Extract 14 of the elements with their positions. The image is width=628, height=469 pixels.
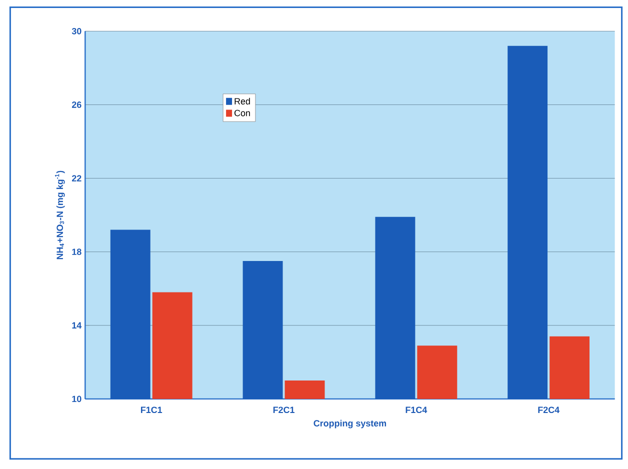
x-tick-label: F1C4 xyxy=(406,406,428,414)
y-tick-label: 18 xyxy=(72,248,82,255)
y-tick-label: 14 xyxy=(72,322,82,328)
y-tick-label: 26 xyxy=(72,102,82,108)
y-axis-title: NH$_{4}$+NO$_{3}$-N (mg kg$^{-1}$) xyxy=(55,170,65,260)
x-tick-label: F2C1 xyxy=(273,406,294,414)
x-tick-label: F2C4 xyxy=(538,406,560,414)
legend-label: Red xyxy=(234,98,250,104)
y-tick-label: 22 xyxy=(72,175,82,182)
y-tick-label: 10 xyxy=(72,396,82,402)
legend-label: Con xyxy=(234,110,250,116)
x-tick-label: F1C1 xyxy=(140,406,162,414)
x-axis-title: Cropping system xyxy=(314,420,386,428)
y-tick-label: 30 xyxy=(72,28,82,34)
